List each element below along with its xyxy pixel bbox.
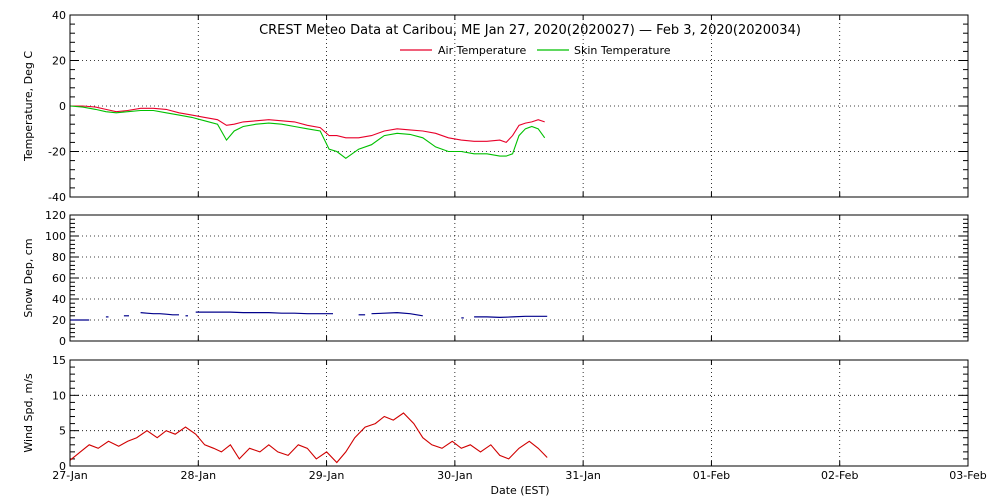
x-tick-label: 01-Feb	[693, 469, 730, 482]
panel-2: 0 5 10 15 Wind Spd, m/s	[22, 354, 969, 473]
series-0-segment-5	[195, 311, 333, 315]
legend: Air Temperature Skin Temperature	[400, 44, 671, 57]
y-axis-label: Temperature, Deg C	[22, 51, 35, 162]
legend-label-0: Air Temperature	[438, 44, 527, 57]
panel-0: -40 -20 0 20 40 Temperature, Deg C Air Tempera…	[22, 9, 969, 204]
y-tick-label: 60	[52, 272, 66, 285]
x-tick-label: 31-Jan	[565, 469, 601, 482]
panel-1-frame	[69, 214, 969, 342]
y-tick-label: -20	[48, 146, 66, 159]
y-tick-label: 0	[59, 100, 66, 113]
y-tick-label: 15	[52, 354, 66, 367]
x-axis-label: Date (EST)	[490, 484, 549, 497]
x-tick-label: 02-Feb	[821, 469, 858, 482]
y-tick-label: -40	[48, 191, 66, 204]
y-tick-label: 100	[45, 230, 66, 243]
x-tick-label: 28-Jan	[181, 469, 217, 482]
series-1-line	[69, 105, 546, 159]
panel-0-grid	[70, 15, 968, 197]
y-tick-label: 0	[59, 335, 66, 348]
y-tick-label: 120	[45, 209, 66, 222]
y-axis-label: Snow Dep, cm	[22, 238, 35, 317]
x-tick-label: 27-Jan	[52, 469, 88, 482]
legend-label-1: Skin Temperature	[574, 44, 671, 57]
x-tick-label: 29-Jan	[309, 469, 345, 482]
y-tick-label: 0	[59, 460, 66, 473]
panel-1: 0 20 40 60 80 100 120 Snow Dep, cm	[22, 209, 969, 348]
y-tick-label: 80	[52, 251, 66, 264]
y-axis-label: Wind Spd, m/s	[22, 373, 35, 453]
panel-0-frame	[69, 14, 969, 198]
series-0-segment-7	[371, 311, 423, 317]
y-tick-label: 40	[52, 9, 66, 22]
y-tick-label: 20	[52, 55, 66, 68]
series-0-segment-3	[140, 312, 179, 316]
y-tick-label: 20	[52, 314, 66, 327]
x-tick-label: 03-Feb	[949, 469, 986, 482]
panel-1-grid	[70, 215, 968, 341]
y-tick-label: 5	[59, 425, 66, 438]
panel-2-grid	[70, 360, 968, 466]
panel-2-frame	[69, 359, 969, 467]
panel-2-ticks	[69, 359, 969, 467]
series-0-line	[69, 412, 548, 464]
y-tick-label: 40	[52, 293, 66, 306]
series-0-line	[70, 105, 545, 144]
y-tick-label: 10	[52, 389, 66, 402]
chart-title: CREST Meteo Data at Caribou, ME Jan 27, …	[259, 23, 801, 38]
series-0-segment-9	[474, 315, 548, 319]
x-tick-label: 30-Jan	[437, 469, 473, 482]
